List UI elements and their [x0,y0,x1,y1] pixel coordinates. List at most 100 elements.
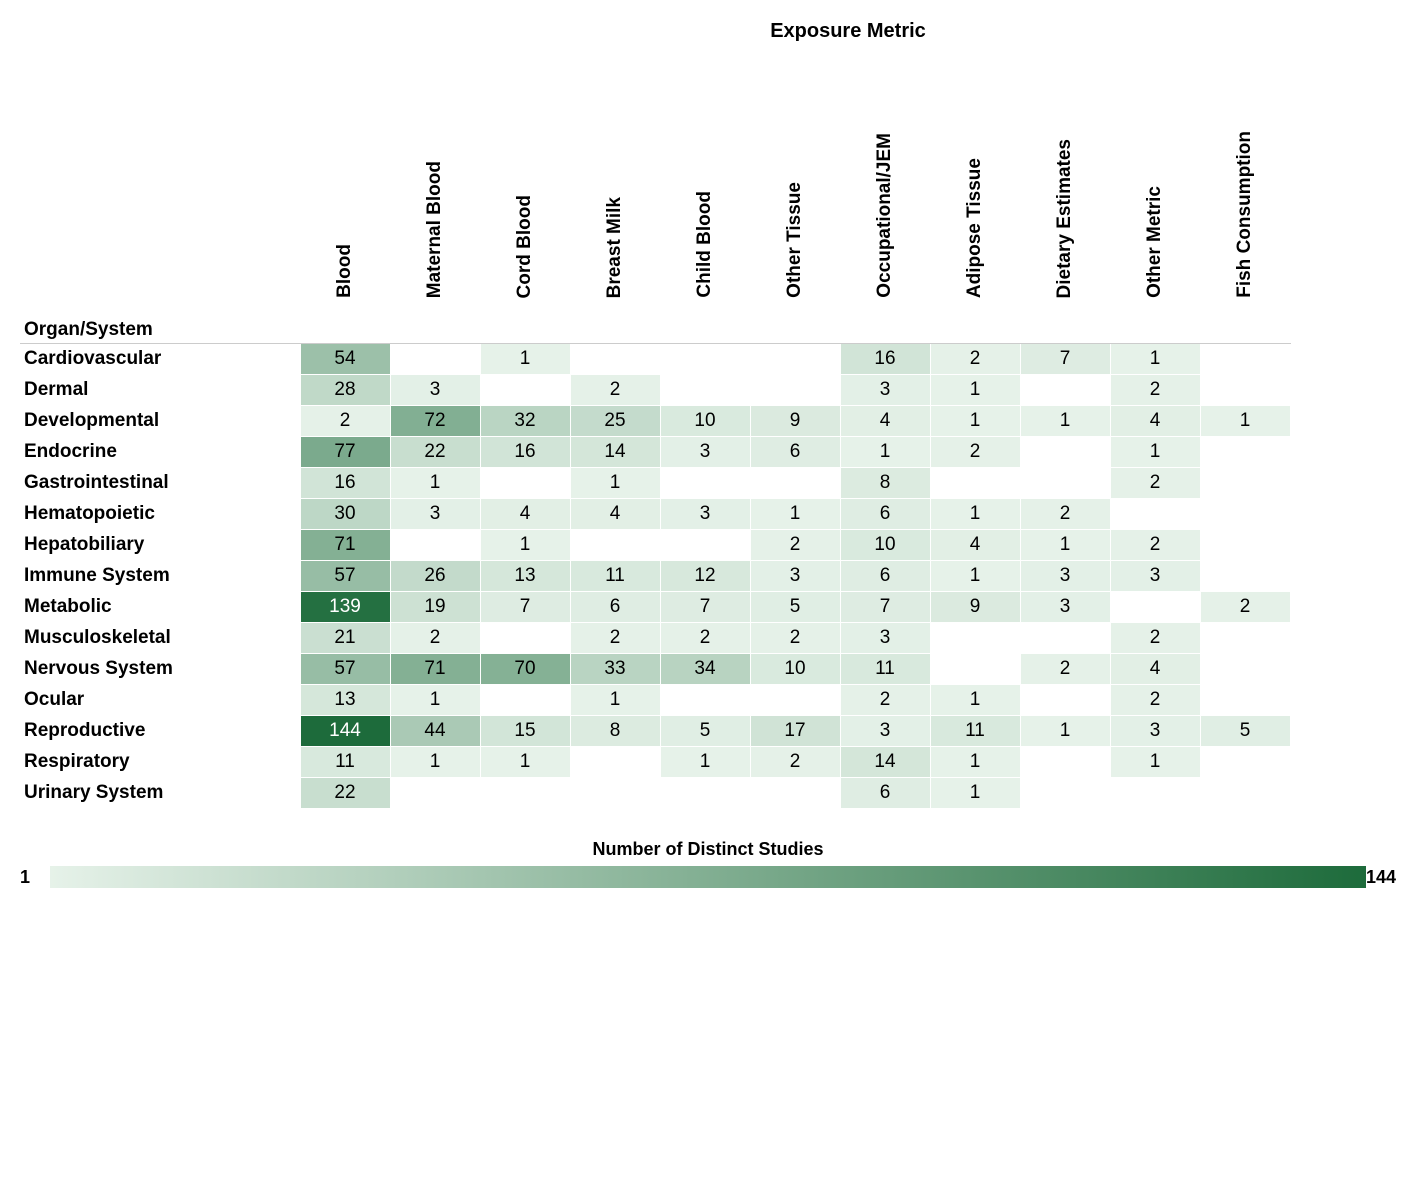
heatmap-cell [660,530,750,561]
heatmap-cell-value [1111,499,1200,529]
heatmap-cell [1020,468,1110,499]
heatmap-cell-value: 1 [481,344,570,374]
heatmap-cell-value [481,778,570,808]
heatmap-cell-value [1021,685,1110,715]
table-row: Ocular131 1 21 2 [20,685,1290,716]
legend-gradient-bar [50,866,1366,888]
heatmap-cell-value: 13 [301,685,390,715]
heatmap-cell-value: 19 [391,592,480,622]
heatmap-cell-value: 1 [1111,344,1200,374]
heatmap-cell [660,468,750,499]
heatmap-cell: 11 [570,561,660,592]
heatmap-cell: 10 [660,406,750,437]
heatmap-cell-value: 2 [661,623,750,653]
heatmap-cell: 1 [1110,344,1200,375]
heatmap-cell-value: 16 [841,344,930,374]
heatmap-cell [1200,375,1290,406]
heatmap-cell-value: 6 [571,592,660,622]
heatmap-cell-value: 2 [931,344,1020,374]
heatmap-cell [1020,375,1110,406]
heatmap-cell: 2 [930,437,1020,468]
heatmap-cell-value: 3 [1021,561,1110,591]
heatmap-cell [390,530,480,561]
heatmap-cell-value [1021,778,1110,808]
heatmap-cell: 7 [840,592,930,623]
heatmap-cell: 26 [390,561,480,592]
heatmap-cell [1200,778,1290,809]
heatmap-cell: 22 [300,778,390,809]
heatmap-chart: Exposure Metric BloodMaternal BloodCord … [20,20,1396,888]
row-label: Nervous System [20,654,300,685]
heatmap-cell-value: 144 [301,716,390,746]
heatmap-cell-value: 6 [841,778,930,808]
heatmap-cell-value: 1 [481,530,570,560]
heatmap-cell: 2 [1020,654,1110,685]
heatmap-cell-value [1021,747,1110,777]
heatmap-cell-value: 54 [301,344,390,374]
heatmap-cell-value: 1 [1021,530,1110,560]
legend-max-label: 144 [1366,867,1396,888]
row-label: Endocrine [20,437,300,468]
heatmap-cell-value: 1 [391,747,480,777]
heatmap-cell: 1 [930,406,1020,437]
heatmap-cell-value: 139 [301,592,390,622]
column-header-label: Dietary Estimates [1054,139,1076,298]
heatmap-cell-value [391,344,480,374]
row-label: Cardiovascular [20,344,300,375]
column-header: Other Metric [1110,83,1200,313]
heatmap-cell: 8 [840,468,930,499]
heatmap-cell: 2 [840,685,930,716]
heatmap-cell: 2 [1110,685,1200,716]
heatmap-cell: 2 [300,406,390,437]
heatmap-cell [480,623,570,654]
row-label: Immune System [20,561,300,592]
heatmap-cell-value: 6 [841,561,930,591]
heatmap-cell-value [1021,468,1110,498]
column-header: Cord Blood [480,83,570,313]
heatmap-cell: 3 [390,375,480,406]
heatmap-cell: 5 [1200,716,1290,747]
heatmap-cell-value: 13 [481,561,570,591]
heatmap-cell: 1 [930,375,1020,406]
heatmap-cell-value: 7 [481,592,570,622]
heatmap-cell-value: 57 [301,654,390,684]
heatmap-cell-value: 1 [1021,716,1110,746]
heatmap-cell-value [1021,623,1110,653]
heatmap-cell [1200,561,1290,592]
heatmap-cell-value: 2 [571,375,660,405]
heatmap-cell: 1 [930,499,1020,530]
heatmap-cell [1020,778,1110,809]
legend-min-label: 1 [20,867,50,888]
heatmap-cell-value [481,375,570,405]
heatmap-cell [930,623,1020,654]
heatmap-cell-value: 16 [481,437,570,467]
heatmap-cell-value: 16 [301,468,390,498]
row-label: Developmental [20,406,300,437]
heatmap-cell [930,654,1020,685]
heatmap-cell-value: 6 [841,499,930,529]
heatmap-cell-value [571,344,660,374]
heatmap-cell-value [481,685,570,715]
row-label: Gastrointestinal [20,468,300,499]
heatmap-cell-value [661,344,750,374]
heatmap-cell [1110,499,1200,530]
heatmap-cell-value: 2 [1111,623,1200,653]
heatmap-cell-value [661,685,750,715]
heatmap-cell: 2 [750,623,840,654]
heatmap-cell-value: 3 [661,499,750,529]
heatmap-cell-value: 22 [301,778,390,808]
heatmap-cell: 6 [840,499,930,530]
heatmap-cell-value: 3 [1111,716,1200,746]
table-row: Immune System572613111236133 [20,561,1290,592]
heatmap-cell-value: 28 [301,375,390,405]
heatmap-cell: 3 [1110,716,1200,747]
heatmap-cell-value: 1 [931,561,1020,591]
heatmap-cell [750,468,840,499]
heatmap-cell-value: 3 [1111,561,1200,591]
heatmap-cell-value [661,468,750,498]
column-header-label: Adipose Tissue [964,158,986,298]
table-row: Nervous System57717033341011 24 [20,654,1290,685]
column-header: Adipose Tissue [930,83,1020,313]
heatmap-cell-value: 3 [391,375,480,405]
heatmap-body: Cardiovascular54 1 16271 Dermal283 2 31 … [20,344,1290,809]
